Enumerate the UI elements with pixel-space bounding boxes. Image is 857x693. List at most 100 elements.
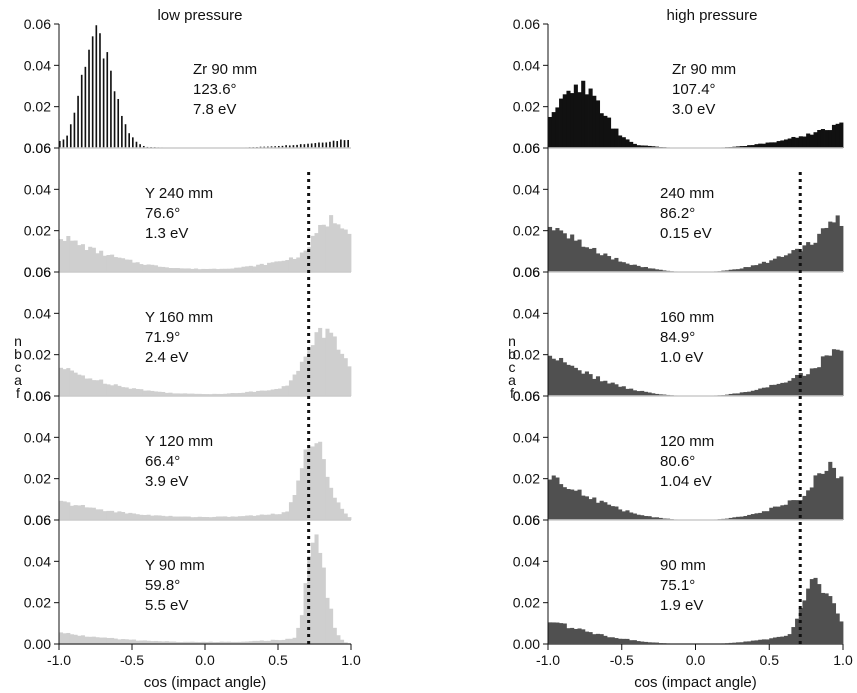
bar-0-2-27 <box>157 391 162 396</box>
bar-1-2-27 <box>647 392 652 396</box>
bar-0-4-18 <box>124 639 129 644</box>
bar-1-4-65 <box>787 634 792 644</box>
bar-1-3-20 <box>621 511 626 520</box>
bar-1-4-72 <box>813 577 818 644</box>
bar-0-2-3 <box>69 370 74 396</box>
bar-1-4-76 <box>828 596 833 644</box>
bar-1-3-57 <box>758 512 763 520</box>
y-tick-label-1-3-1: 0.04 <box>513 429 540 445</box>
bar-0-4-11 <box>99 637 104 644</box>
bar-1-2-26 <box>643 391 648 396</box>
bar-0-4-32 <box>175 641 180 644</box>
bar-1-0-8 <box>577 92 582 148</box>
bar-1-4-66 <box>791 627 796 644</box>
bar-0-2-53 <box>252 391 257 396</box>
bar-1-3-8 <box>577 489 582 520</box>
bar-1-3-26 <box>643 516 648 520</box>
bar-0-3-20 <box>132 513 137 520</box>
bar-1-2-60 <box>769 384 774 396</box>
panel-label-0-4-1: 59.8° <box>145 577 180 594</box>
bar-0-2-79 <box>347 366 352 396</box>
bar-0-0-9 <box>91 36 94 148</box>
bar-1-3-4 <box>562 487 567 520</box>
bar-1-2-10 <box>584 371 589 396</box>
bar-0-4-74 <box>329 608 334 644</box>
bar-1-0-76 <box>828 130 833 148</box>
bar-1-2-61 <box>772 384 778 396</box>
bar-1-0-72 <box>813 132 818 148</box>
bar-0-0-67 <box>303 144 306 148</box>
bar-1-4-10 <box>584 631 589 644</box>
bar-1-1-26 <box>643 266 648 272</box>
bar-0-3-9 <box>91 507 96 520</box>
y-tick-label-1-0-0: 0.06 <box>513 16 540 32</box>
bar-0-4-59 <box>274 639 279 644</box>
bar-1-1-27 <box>647 268 652 272</box>
bar-1-3-6 <box>570 489 575 520</box>
bar-1-4-58 <box>761 639 766 644</box>
bar-1-3-54 <box>747 514 752 520</box>
bar-1-2-63 <box>780 382 785 396</box>
bar-0-3-51 <box>245 515 250 520</box>
bar-1-3-51 <box>736 516 741 520</box>
bar-0-3-40 <box>205 517 210 520</box>
bar-1-1-78 <box>835 215 840 272</box>
bar-0-1-10 <box>95 253 100 272</box>
bar-0-1-14 <box>110 254 115 272</box>
bar-0-0-71 <box>318 142 320 148</box>
bar-0-4-71 <box>318 552 323 644</box>
bar-1-1-14 <box>599 255 604 272</box>
bar-1-3-9 <box>581 495 586 520</box>
bar-0-3-71 <box>318 441 323 520</box>
bar-0-0-70 <box>314 143 317 148</box>
bar-0-1-36 <box>190 268 195 272</box>
y-tick-label-0-4-2: 0.02 <box>24 595 51 611</box>
bar-0-4-61 <box>281 639 286 644</box>
bar-1-0-26 <box>643 145 648 148</box>
bar-0-4-65 <box>296 627 301 644</box>
bar-0-2-49 <box>237 392 242 396</box>
bar-0-3-22 <box>139 514 144 520</box>
bar-1-0-12 <box>592 95 597 148</box>
bar-1-3-1 <box>551 475 556 520</box>
column-title-0: low pressure <box>157 7 242 24</box>
bar-1-1-7 <box>573 240 578 272</box>
bar-0-3-52 <box>248 515 253 520</box>
bar-0-3-55 <box>259 514 264 520</box>
bar-1-3-18 <box>614 506 619 520</box>
bar-0-3-74 <box>329 487 334 520</box>
bar-0-2-24 <box>146 390 151 396</box>
bar-0-4-5 <box>77 635 82 644</box>
bar-0-1-31 <box>172 268 177 272</box>
bar-0-4-55 <box>259 640 264 644</box>
bar-0-1-65 <box>296 257 301 272</box>
bar-0-2-25 <box>150 390 155 396</box>
bar-0-3-30 <box>168 515 173 520</box>
bar-0-2-69 <box>310 345 315 396</box>
bar-1-0-27 <box>647 145 652 148</box>
panel-label-1-0-0: Zr 90 mm <box>672 61 736 78</box>
bar-0-3-43 <box>215 516 220 520</box>
bar-0-3-48 <box>234 516 239 520</box>
bar-1-3-30 <box>658 517 663 520</box>
bar-1-1-65 <box>787 253 792 272</box>
bar-1-0-61 <box>772 142 778 148</box>
bar-1-1-4 <box>562 233 567 272</box>
bar-1-0-55 <box>750 145 755 148</box>
bar-1-4-53 <box>743 641 748 644</box>
bar-1-2-16 <box>607 383 612 396</box>
bar-1-4-23 <box>632 640 637 644</box>
bar-1-3-24 <box>636 514 641 520</box>
panel-label-0-3-2: 3.9 eV <box>145 473 188 490</box>
bar-1-1-71 <box>809 244 814 272</box>
y-axis-label-char-1-3: a <box>508 372 516 388</box>
bar-1-0-2 <box>555 107 560 148</box>
bar-1-1-59 <box>765 262 770 272</box>
bar-1-3-64 <box>784 504 789 520</box>
y-tick-label-1-4-1: 0.04 <box>513 553 540 569</box>
bar-0-4-7 <box>84 636 89 644</box>
bar-1-2-73 <box>817 367 822 396</box>
bar-1-4-54 <box>747 641 752 644</box>
bar-1-4-7 <box>573 628 578 644</box>
